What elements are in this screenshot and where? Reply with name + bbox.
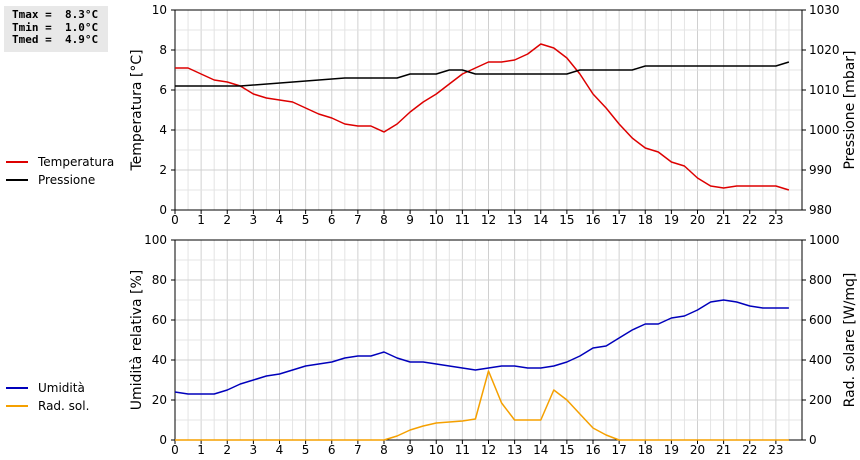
top-y2-tick-label: 1000 xyxy=(809,123,840,137)
top-y-tick-label: 2 xyxy=(159,163,167,177)
top-x-tick-label: 22 xyxy=(742,213,757,227)
top-x-tick-label: 5 xyxy=(302,213,310,227)
bottom-y-tick-label: 100 xyxy=(144,233,167,247)
bottom-y2-tick-label: 1000 xyxy=(809,233,840,247)
top-y2-axis-label: Pressione [mbar] xyxy=(842,50,858,169)
top-x-tick-label: 23 xyxy=(768,213,783,227)
bottom-x-tick-label: 8 xyxy=(380,443,388,457)
top-y2-tick-label: 980 xyxy=(809,203,832,217)
bottom-y2-axis-label: Rad. solare [W/mq] xyxy=(842,273,858,408)
bottom-y-tick-label: 20 xyxy=(152,393,167,407)
bottom-x-tick-label: 21 xyxy=(716,443,731,457)
top-y2-tick-label: 1010 xyxy=(809,83,840,97)
top-x-tick-label: 7 xyxy=(354,213,362,227)
top-x-tick-label: 12 xyxy=(481,213,496,227)
bottom-x-tick-label: 19 xyxy=(664,443,679,457)
stat-tmax: Tmax = 8.3°C xyxy=(12,8,99,21)
top-x-tick-label: 6 xyxy=(328,213,336,227)
top-x-tick-label: 19 xyxy=(664,213,679,227)
bottom-x-tick-label: 0 xyxy=(171,443,179,457)
bottom-x-tick-label: 1 xyxy=(197,443,205,457)
top-x-tick-label: 0 xyxy=(171,213,179,227)
top-series-temperatura xyxy=(175,43,790,191)
bottom-x-tick-label: 23 xyxy=(768,443,783,457)
legend-item-pressione: Pressione xyxy=(6,171,114,189)
bottom-y-axis-label: Umidità relativa [%] xyxy=(129,270,145,411)
bottom-x-tick-label: 15 xyxy=(559,443,574,457)
top-y2-tick-label: 990 xyxy=(809,163,832,177)
bottom-y-tick-label: 40 xyxy=(152,353,167,367)
bottom-y-tick-label: 0 xyxy=(159,433,167,447)
top-y-tick-label: 4 xyxy=(159,123,167,137)
bottom-x-tick-label: 13 xyxy=(507,443,522,457)
top-series-pressione xyxy=(175,61,790,87)
bottom-x-tick-label: 10 xyxy=(429,443,444,457)
stat-tmin: Tmin = 1.0°C xyxy=(12,20,99,34)
bottom-x-tick-label: 20 xyxy=(690,443,705,457)
top-x-tick-label: 2 xyxy=(223,213,231,227)
top-y-tick-label: 0 xyxy=(159,203,167,217)
bottom-series-umidit xyxy=(174,299,789,395)
bottom-y2-tick-label: 0 xyxy=(809,433,817,447)
legend-swatch-umidita xyxy=(6,387,28,389)
bottom-x-tick-label: 16 xyxy=(585,443,600,457)
bottom-y2-tick-label: 800 xyxy=(809,273,832,287)
top-x-tick-label: 16 xyxy=(585,213,600,227)
legend-bottom: Umidità Rad. sol. xyxy=(6,379,89,415)
bottom-x-tick-label: 12 xyxy=(481,443,496,457)
top-y2-tick-label: 1030 xyxy=(809,3,840,17)
bottom-x-tick-label: 6 xyxy=(328,443,336,457)
bottom-y2-tick-label: 600 xyxy=(809,313,832,327)
bottom-x-tick-label: 17 xyxy=(611,443,626,457)
bottom-x-tick-label: 18 xyxy=(638,443,653,457)
top-x-tick-label: 15 xyxy=(559,213,574,227)
bottom-x-tick-label: 22 xyxy=(742,443,757,457)
bottom-series-rad-sol xyxy=(175,370,789,441)
bottom-x-tick-label: 11 xyxy=(455,443,470,457)
top-x-tick-label: 20 xyxy=(690,213,705,227)
top-x-tick-label: 18 xyxy=(638,213,653,227)
bottom-x-tick-label: 14 xyxy=(533,443,548,457)
bottom-x-tick-label: 2 xyxy=(223,443,231,457)
stats-box: Tmax = 8.3°C Tmin = 1.0°C Tmed = 4.9°C xyxy=(4,6,108,52)
top-x-tick-label: 1 xyxy=(197,213,205,227)
top-x-tick-label: 9 xyxy=(406,213,414,227)
top-x-tick-label: 14 xyxy=(533,213,548,227)
bottom-x-tick-label: 5 xyxy=(302,443,310,457)
legend-label-radsol: Rad. sol. xyxy=(38,399,90,413)
legend-item-radsol: Rad. sol. xyxy=(6,397,89,415)
top-x-tick-label: 21 xyxy=(716,213,731,227)
legend-swatch-temperatura xyxy=(6,161,28,163)
bottom-y-tick-label: 60 xyxy=(152,313,167,327)
top-x-tick-label: 3 xyxy=(250,213,258,227)
bottom-x-tick-label: 3 xyxy=(250,443,258,457)
bottom-x-tick-label: 7 xyxy=(354,443,362,457)
top-y-tick-label: 8 xyxy=(159,43,167,57)
legend-top: Temperatura Pressione xyxy=(6,153,114,189)
legend-label-pressione: Pressione xyxy=(38,173,96,187)
top-y2-tick-label: 1020 xyxy=(809,43,840,57)
top-x-tick-label: 4 xyxy=(276,213,284,227)
top-y-axis-label: Temperatura [°C] xyxy=(129,49,145,171)
legend-label-umidita: Umidità xyxy=(38,381,85,395)
top-y-tick-label: 10 xyxy=(152,3,167,17)
bottom-y2-tick-label: 400 xyxy=(809,353,832,367)
top-x-tick-label: 17 xyxy=(611,213,626,227)
legend-label-temperatura: Temperatura xyxy=(38,155,115,169)
top-x-tick-label: 10 xyxy=(429,213,444,227)
legend-swatch-pressione xyxy=(6,179,28,181)
legend-swatch-radsol xyxy=(6,405,28,407)
top-x-tick-label: 8 xyxy=(380,213,388,227)
legend-item-temperatura: Temperatura xyxy=(6,153,114,171)
bottom-y2-tick-label: 200 xyxy=(809,393,832,407)
bottom-x-tick-label: 4 xyxy=(276,443,284,457)
bottom-y-tick-label: 80 xyxy=(152,273,167,287)
stat-tmed: Tmed = 4.9°C xyxy=(12,33,99,46)
top-y-tick-label: 6 xyxy=(159,83,167,97)
top-x-tick-label: 11 xyxy=(455,213,470,227)
bottom-x-tick-label: 9 xyxy=(406,443,414,457)
legend-item-umidita: Umidità xyxy=(6,379,89,397)
top-x-tick-label: 13 xyxy=(507,213,522,227)
